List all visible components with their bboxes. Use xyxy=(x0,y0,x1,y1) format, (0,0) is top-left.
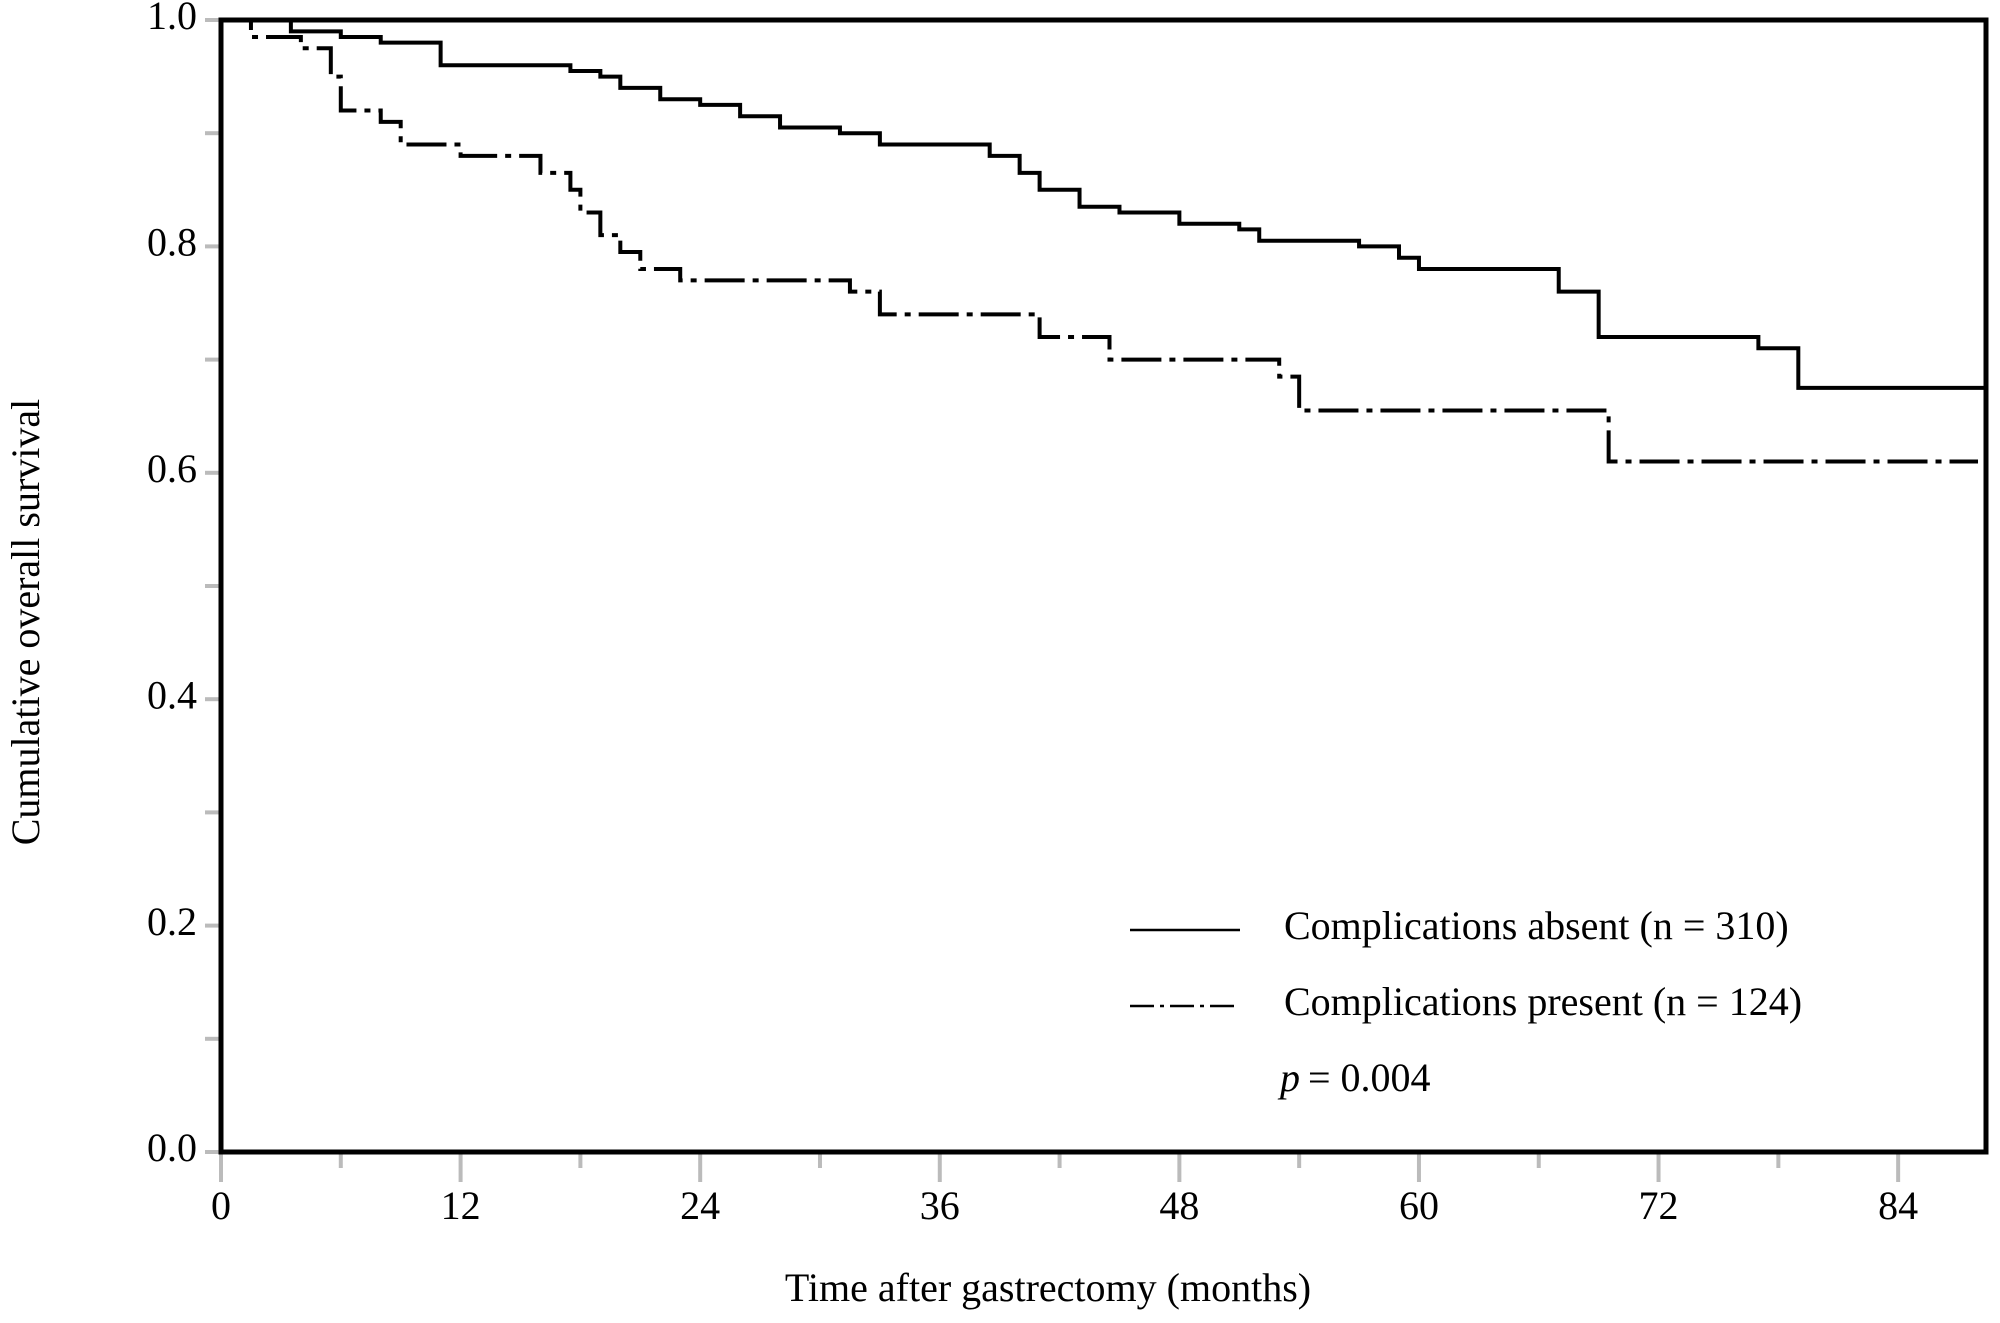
survival-line xyxy=(221,18,1986,390)
survival-line xyxy=(221,18,1979,464)
x-axis-label: Time after gastrectomy (months) xyxy=(785,1265,1311,1310)
p-symbol: p xyxy=(1277,1055,1300,1100)
y-tick-label: 0.4 xyxy=(147,672,197,717)
y-tick-label: 0.0 xyxy=(147,1125,197,1170)
x-tick-label: 12 xyxy=(441,1183,481,1228)
p-value: p = 0.004 xyxy=(1277,1055,1431,1100)
x-tick-label: 0 xyxy=(211,1183,231,1228)
x-tick-label: 60 xyxy=(1399,1183,1439,1228)
y-axis-label: Cumulative overall survival xyxy=(3,399,48,846)
y-tick-label: 0.6 xyxy=(147,446,197,491)
y-tick-label: 0.8 xyxy=(147,220,197,265)
x-tick-label: 36 xyxy=(920,1183,960,1228)
legend-label: Complications absent (n = 310) xyxy=(1284,903,1789,948)
x-tick-label: 24 xyxy=(680,1183,720,1228)
legend-label: Complications present (n = 124) xyxy=(1284,979,1802,1024)
x-tick-label: 84 xyxy=(1878,1183,1918,1228)
p-value-text: = 0.004 xyxy=(1308,1055,1431,1100)
y-tick-label: 1.0 xyxy=(147,0,197,38)
y-tick-label: 0.2 xyxy=(147,899,197,944)
x-tick-label: 72 xyxy=(1639,1183,1679,1228)
x-tick-label: 48 xyxy=(1159,1183,1199,1228)
plot-frame xyxy=(218,17,1989,1155)
